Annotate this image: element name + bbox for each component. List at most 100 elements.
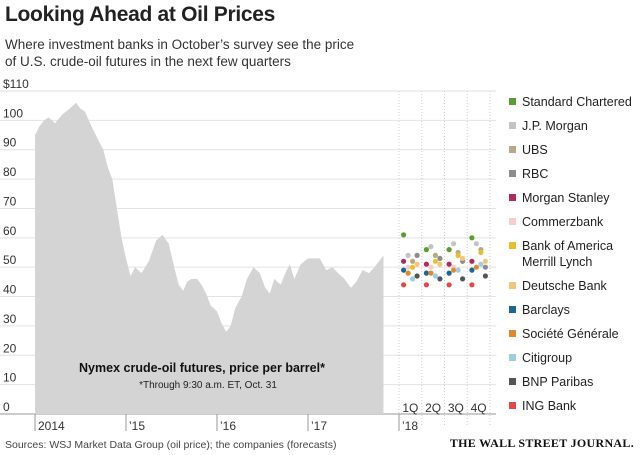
forecast-dot [446,261,452,267]
legend-item: Citigroup [509,350,637,366]
legend-item: ING Bank [509,398,637,414]
forecast-dot [414,252,420,258]
y-tick-label: 70 [3,194,17,208]
legend-label: Morgan Stanley [522,191,610,205]
y-tick-label: 40 [3,283,17,297]
forecast-dot [446,282,452,288]
forecast-dot [401,282,407,288]
forecast-dot [423,270,429,276]
chart-title: Looking Ahead at Oil Prices [5,3,276,26]
y-tick-label: 50 [3,253,17,267]
y-tick-label: $110 [3,77,29,91]
forecast-dot [405,270,411,276]
publisher-logo: THE WALL STREET JOURNAL. [449,436,634,450]
forecast-dot [428,270,434,276]
legend-label: ING Bank [522,399,577,413]
legend-label: Standard Chartered [522,95,632,109]
forecast-dot [410,258,416,264]
x-tick-label: ’18 [402,419,418,433]
forecast-dot [401,267,407,273]
quarter-label: 1Q [402,401,418,415]
quarter-label: 4Q [471,401,487,415]
legend-swatch [509,218,516,225]
legend-swatch [509,194,516,201]
series-annotation: Nymex crude-oil futures, price per barre… [79,361,325,375]
y-tick-label: 90 [3,136,17,150]
legend-item: Morgan Stanley [509,190,637,206]
legend-item: Standard Chartered [509,94,637,110]
y-tick-label: 20 [3,341,17,355]
series-annotation-footnote: *Through 9:30 a.m. ET, Oct. 31 [139,380,277,391]
forecast-dot [437,255,443,261]
x-axis-year-ticks: 2014 ’15 ’16 ’17 ’18 [34,414,418,433]
legend-label: UBS [522,143,548,157]
forecast-dot [401,258,407,264]
legend-label: Citigroup [522,351,573,365]
legend-item: Bank of America Merrill Lynch [509,238,637,270]
legend-swatch [509,170,516,177]
y-tick-label: 10 [3,371,17,385]
forecast-dot [455,267,461,273]
legend-swatch [509,242,516,249]
legend-label: BNP Paribas [522,375,594,389]
forecast-dot [455,252,461,258]
forecast-dot [469,282,475,288]
quarter-label: 2Q [425,401,441,415]
y-tick-label: 80 [3,165,17,179]
price-area [35,102,384,414]
forecast-dot [482,273,488,279]
legend-swatch [509,378,516,385]
legend-swatch [509,330,516,337]
legend-item: Société Générale [509,326,637,342]
legend-label: Commerzbank [522,215,604,229]
forecast-dot [428,264,434,270]
forecast-dot [405,252,411,258]
legend-swatch [509,354,516,361]
forecast-dot [432,258,438,264]
forecast-dot [423,247,429,253]
forecast-dot [482,258,488,264]
legend-item: Deutsche Bank [509,278,637,294]
x-tick-label: 2014 [38,419,65,433]
legend-label: Société Générale [522,327,619,341]
forecast-dot [410,264,416,270]
forecast-dot [423,261,429,267]
legend-swatch [509,282,516,289]
forecast-dot [460,276,466,282]
forecast-dot [451,241,457,247]
forecast-dot [405,264,411,270]
legend-label: J.P. Morgan [522,119,588,133]
forecast-dot [482,264,488,270]
legend-swatch [509,402,516,409]
y-tick-label: 30 [3,312,17,326]
legend-item: RBC [509,166,637,182]
quarter-label: 3Q [448,401,464,415]
oil-price-chart: 0 10 20 30 40 50 60 70 80 90 100 $110 2014 ’15 ’16 ’17… [0,77,496,433]
forecast-dot [423,282,429,288]
legend-label: Deutsche Bank [522,279,607,293]
legend: Standard Chartered J.P. Morgan UBS RBC Morga… [509,94,637,422]
forecast-dot [478,261,484,267]
forecast-dots [401,232,488,288]
forecast-dot [460,255,466,261]
forecast-dot [432,252,438,258]
quarter-labels: 1Q 2Q 3Q 4Q [402,401,486,415]
forecast-dot [446,247,452,253]
legend-item: Barclays [509,302,637,318]
legend-label: Bank of America Merrill Lynch [522,239,614,269]
forecast-dot [469,267,475,273]
forecast-dot [469,235,475,241]
legend-label: Barclays [522,303,570,317]
forecast-quarter-dividers [398,91,491,426]
legend-item: J.P. Morgan [509,118,637,134]
forecast-dot [473,241,479,247]
forecast-dot [437,276,443,282]
legend-swatch [509,98,516,105]
legend-swatch [509,146,516,153]
x-tick-label: ’15 [129,419,145,433]
forecast-dot [410,276,416,282]
source-note: Sources: WSJ Market Data Group (oil pric… [5,439,337,451]
forecast-dot [414,273,420,279]
legend-item: Commerzbank [509,214,637,230]
forecast-dot [437,261,443,267]
